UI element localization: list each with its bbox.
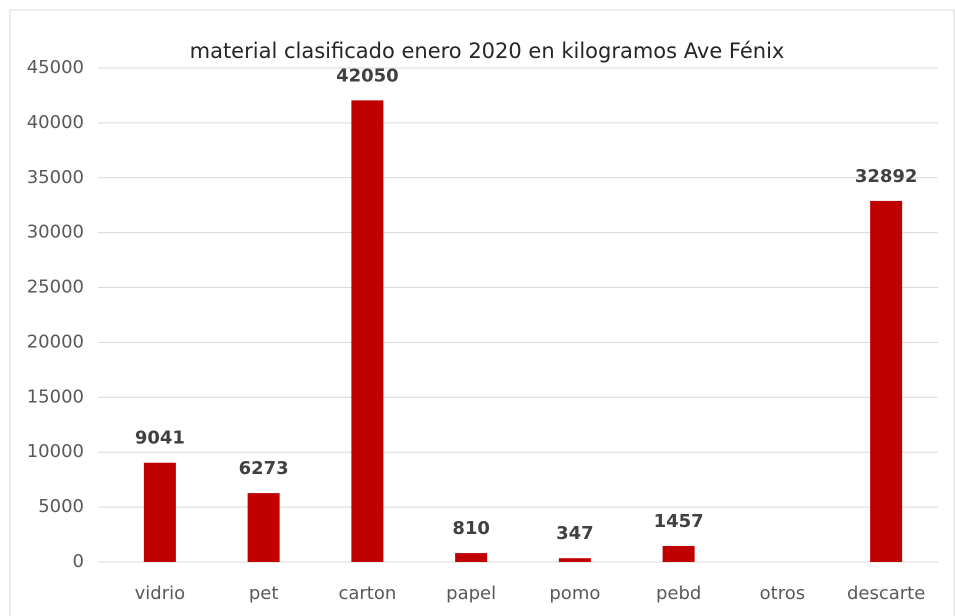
y-tick-label: 0 [73,551,84,572]
y-tick-label: 45000 [27,57,84,78]
x-tick-label: pomo [549,583,600,604]
x-tick-label: otros [760,583,805,604]
bar [351,100,384,562]
x-tick-label: papel [446,583,496,604]
x-tick-label: descarte [847,583,925,604]
data-label: 810 [452,518,490,539]
bar [455,553,488,562]
data-label: 347 [556,523,594,544]
data-label: 1457 [654,511,704,532]
chart-title: material clasificado enero 2020 en kilog… [190,39,785,63]
y-tick-label: 40000 [27,112,84,133]
bar [870,200,903,562]
y-tick-label: 10000 [27,441,84,462]
data-label: 6273 [239,458,289,479]
x-tick-label: pebd [656,583,701,604]
y-tick-label: 5000 [38,496,84,517]
x-tick-label: pet [249,583,279,604]
bar [143,462,176,562]
x-tick-label: vidrio [135,583,186,604]
data-label: 32892 [855,166,918,187]
y-tick-label: 15000 [27,386,84,407]
bar [662,546,695,562]
bar [247,493,280,562]
bar [558,558,591,562]
x-tick-label: carton [338,583,396,604]
y-tick-label: 35000 [27,167,84,188]
data-label: 42050 [336,65,399,86]
y-tick-label: 30000 [27,222,84,243]
data-label: 9041 [135,428,185,449]
y-tick-label: 20000 [27,331,84,352]
y-tick-label: 25000 [27,277,84,298]
